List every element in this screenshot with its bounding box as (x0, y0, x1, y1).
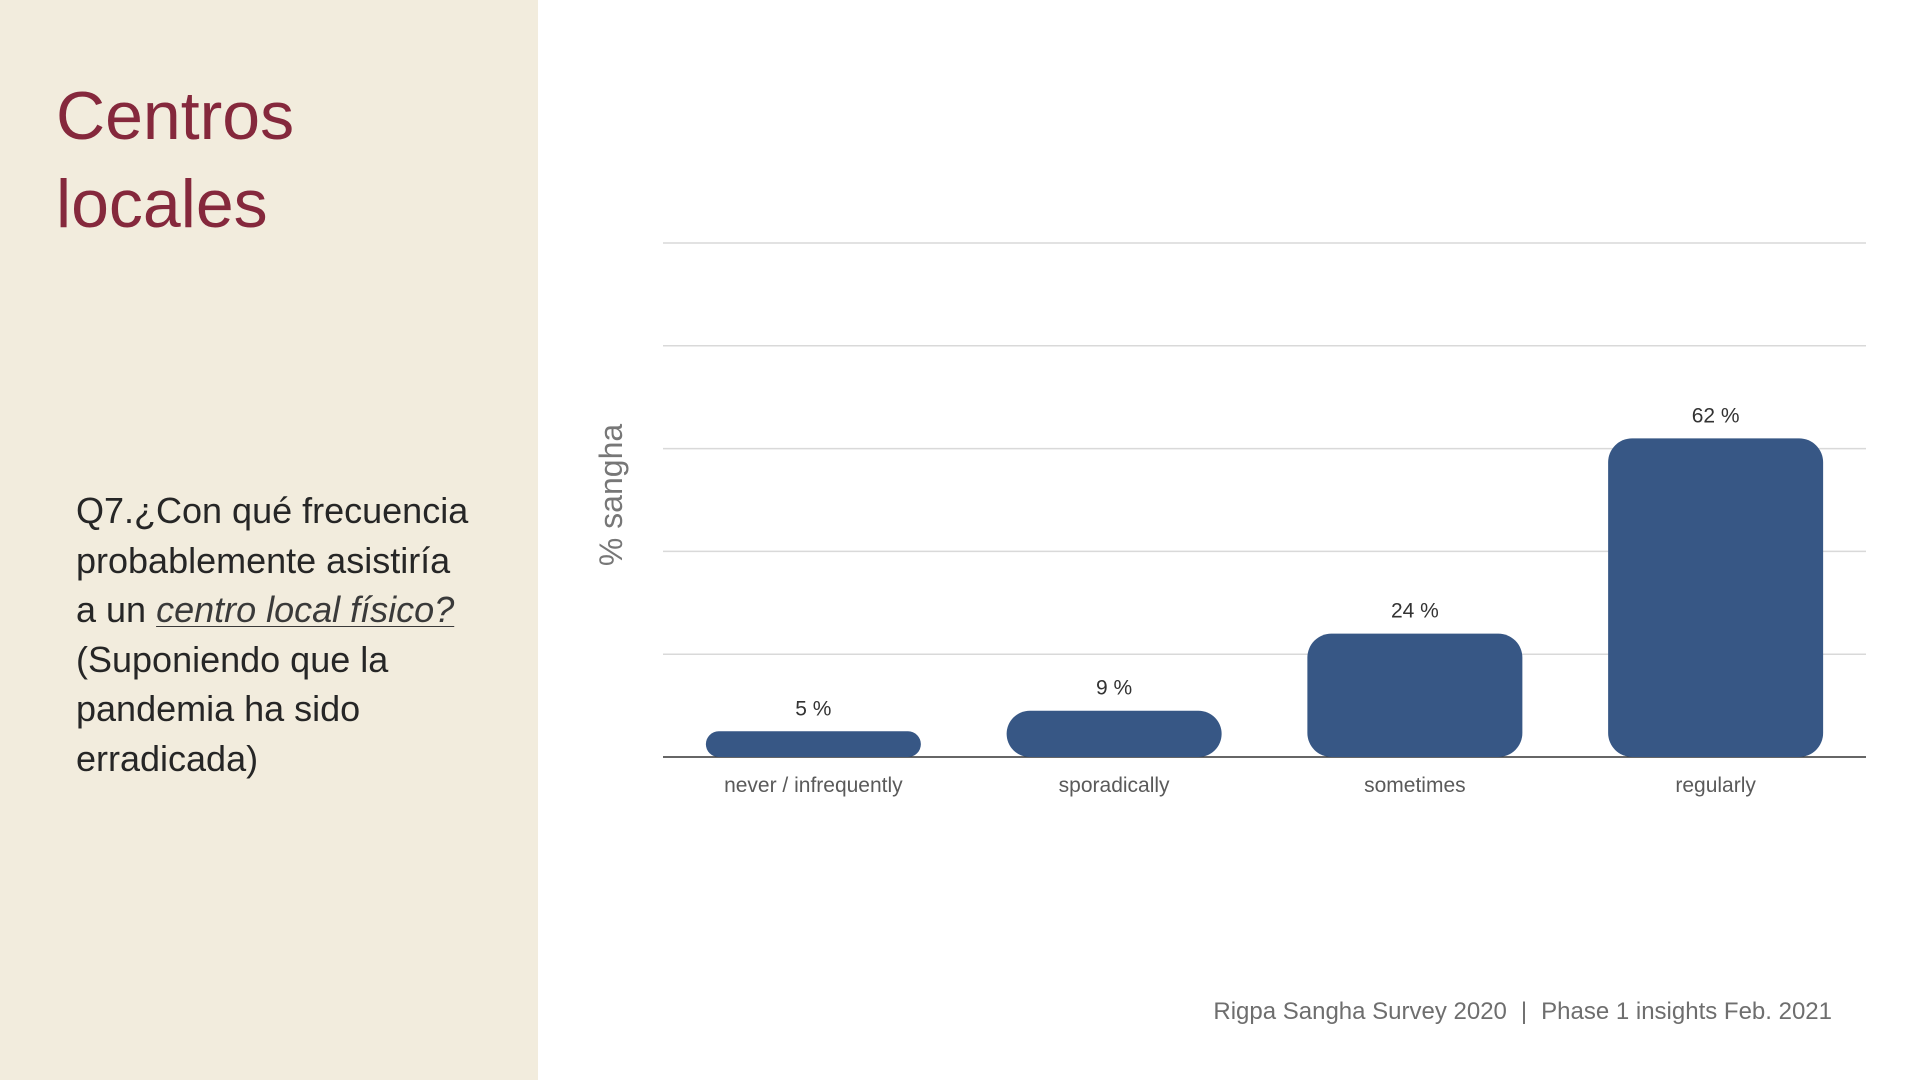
survey-question: Q7.¿Con qué frecuencia probablemente asi… (76, 486, 476, 783)
slide-title-line-1: Centros (56, 78, 295, 154)
bar-value-label: 5 % (795, 697, 831, 720)
bar (1608, 438, 1824, 757)
category-label: regularly (1675, 774, 1756, 797)
footer-survey-name: Rigpa Sangha Survey 2020 (1213, 998, 1507, 1025)
category-label: sporadically (1059, 774, 1170, 797)
question-text-start: Q7.¿Con qué frecuencia probablemente asi… (76, 490, 469, 630)
footer-separator: | (1520, 998, 1528, 1025)
question-link-centro-local[interactable]: centro local físico? (156, 589, 455, 630)
slide-title-line-2: locales (56, 166, 268, 242)
category-label: never / infrequently (724, 774, 903, 797)
category-label: sometimes (1364, 774, 1466, 797)
bar-value-label: 62 % (1692, 404, 1740, 427)
chart-data-labels: 5 % 9 % 24 % 62 % (795, 404, 1739, 720)
bar (705, 731, 921, 757)
footer: Rigpa Sangha Survey 2020 | Phase 1 insight… (1213, 998, 1832, 1026)
footer-phase-info: Phase 1 insights Feb. 2021 (1541, 998, 1832, 1025)
bar (1307, 633, 1523, 757)
bar-value-label: 9 % (1096, 677, 1132, 700)
question-text-end: (Suponiendo que la pandemia ha sido erra… (76, 638, 389, 779)
slide-title: Centros locales (56, 72, 516, 248)
chart-category-labels: never / infrequently sporadically sometime… (724, 774, 1756, 797)
bar (1006, 710, 1222, 757)
chart-bars (705, 438, 1824, 757)
bar-value-label: 24 % (1391, 600, 1439, 623)
y-axis-title: % sangha (593, 424, 629, 567)
left-panel: Centros locales Q7.¿Con qué frecuencia p… (0, 0, 538, 1080)
